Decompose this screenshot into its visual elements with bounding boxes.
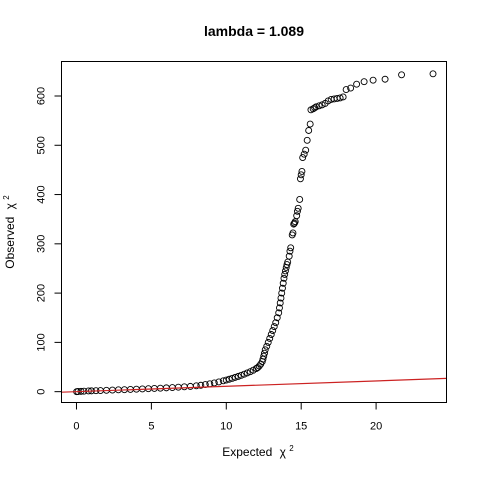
data-point: [215, 378, 223, 386]
data-point: [294, 204, 302, 212]
data-point: [353, 80, 361, 88]
data-point: [305, 127, 313, 134]
data-point: [243, 369, 251, 377]
data-point: [282, 267, 289, 275]
x-tick-label: 15: [295, 421, 307, 433]
data-point: [269, 327, 277, 335]
data-point: [275, 309, 283, 317]
data-point: [293, 207, 301, 215]
data-point: [286, 247, 294, 255]
data-point: [296, 175, 304, 183]
data-point: [311, 104, 319, 112]
data-point: [369, 76, 377, 84]
data-point: [281, 270, 289, 278]
x-tick-label: 0: [73, 421, 79, 433]
data-point: [272, 319, 280, 327]
x-tick-label: 20: [370, 421, 382, 433]
data-point: [267, 331, 275, 338]
x-ticks: 0 5 10 15 20: [73, 402, 382, 433]
data-point: [297, 171, 305, 179]
y-tick-label: 300: [36, 235, 48, 253]
data-point: [270, 323, 278, 331]
data-point: [276, 304, 283, 312]
data-point: [222, 376, 230, 384]
data-point: [261, 346, 269, 354]
data-point: [210, 379, 218, 387]
data-point: [276, 299, 284, 307]
data-point: [260, 352, 268, 360]
y-axis-label-text: Observed: [3, 217, 17, 269]
y-axis-label-sup: 2: [2, 195, 11, 200]
data-point: [231, 373, 239, 381]
data-point: [339, 93, 347, 101]
data-point: [197, 381, 205, 389]
y-axis-label-symbol: χ: [3, 202, 17, 209]
data-point: [264, 338, 272, 346]
data-point: [293, 212, 301, 220]
reference-line-group: [61, 377, 447, 393]
y-tick-label: 400: [36, 185, 48, 203]
data-point: [225, 375, 233, 383]
data-point: [228, 374, 236, 382]
data-point: [237, 371, 245, 379]
data-point: [280, 274, 288, 282]
data-point: [289, 229, 297, 237]
data-point: [279, 284, 286, 292]
data-point: [279, 279, 287, 287]
data-point: [299, 154, 307, 162]
data-point: [360, 78, 368, 86]
reference-line: [61, 377, 447, 393]
data-point: [381, 75, 389, 83]
data-point: [296, 196, 304, 203]
data-point: [285, 252, 293, 260]
x-tick-label: 5: [148, 421, 154, 433]
data-point: [298, 167, 306, 175]
data-point: [300, 150, 308, 158]
data-point: [302, 146, 310, 154]
data-point: [287, 244, 295, 252]
data-point: [315, 102, 323, 110]
data-point: [192, 382, 200, 390]
data-point: [336, 94, 344, 102]
x-axis-label: Expected χ 2: [222, 444, 294, 459]
x-axis-label-sup: 2: [289, 444, 294, 453]
data-point: [278, 289, 286, 297]
data-point: [273, 314, 281, 322]
data-point: [263, 342, 271, 350]
data-point: [234, 372, 242, 380]
data-point: [240, 370, 248, 378]
data-point: [347, 84, 355, 92]
data-point: [306, 120, 314, 128]
chart-title: lambda = 1.089: [204, 23, 304, 39]
y-ticks: 0 100 200 300 400 500 600: [36, 87, 62, 395]
data-point: [429, 70, 437, 78]
y-axis-label: Observed χ 2: [2, 195, 17, 269]
x-axis-label-symbol: χ: [280, 445, 287, 459]
x-axis-label-text: Expected: [222, 445, 272, 459]
y-tick-label: 200: [36, 284, 48, 302]
data-point: [261, 349, 268, 357]
y-tick-label: 600: [36, 87, 48, 105]
data-point: [266, 334, 274, 342]
data-point: [277, 294, 285, 302]
y-tick-label: 100: [36, 333, 48, 351]
data-point: [303, 136, 311, 144]
x-tick-label: 10: [220, 421, 232, 433]
y-tick-label: 500: [36, 136, 48, 154]
data-point: [398, 71, 406, 79]
y-tick-label: 0: [36, 389, 48, 395]
data-point: [342, 86, 350, 94]
data-point: [312, 103, 320, 111]
